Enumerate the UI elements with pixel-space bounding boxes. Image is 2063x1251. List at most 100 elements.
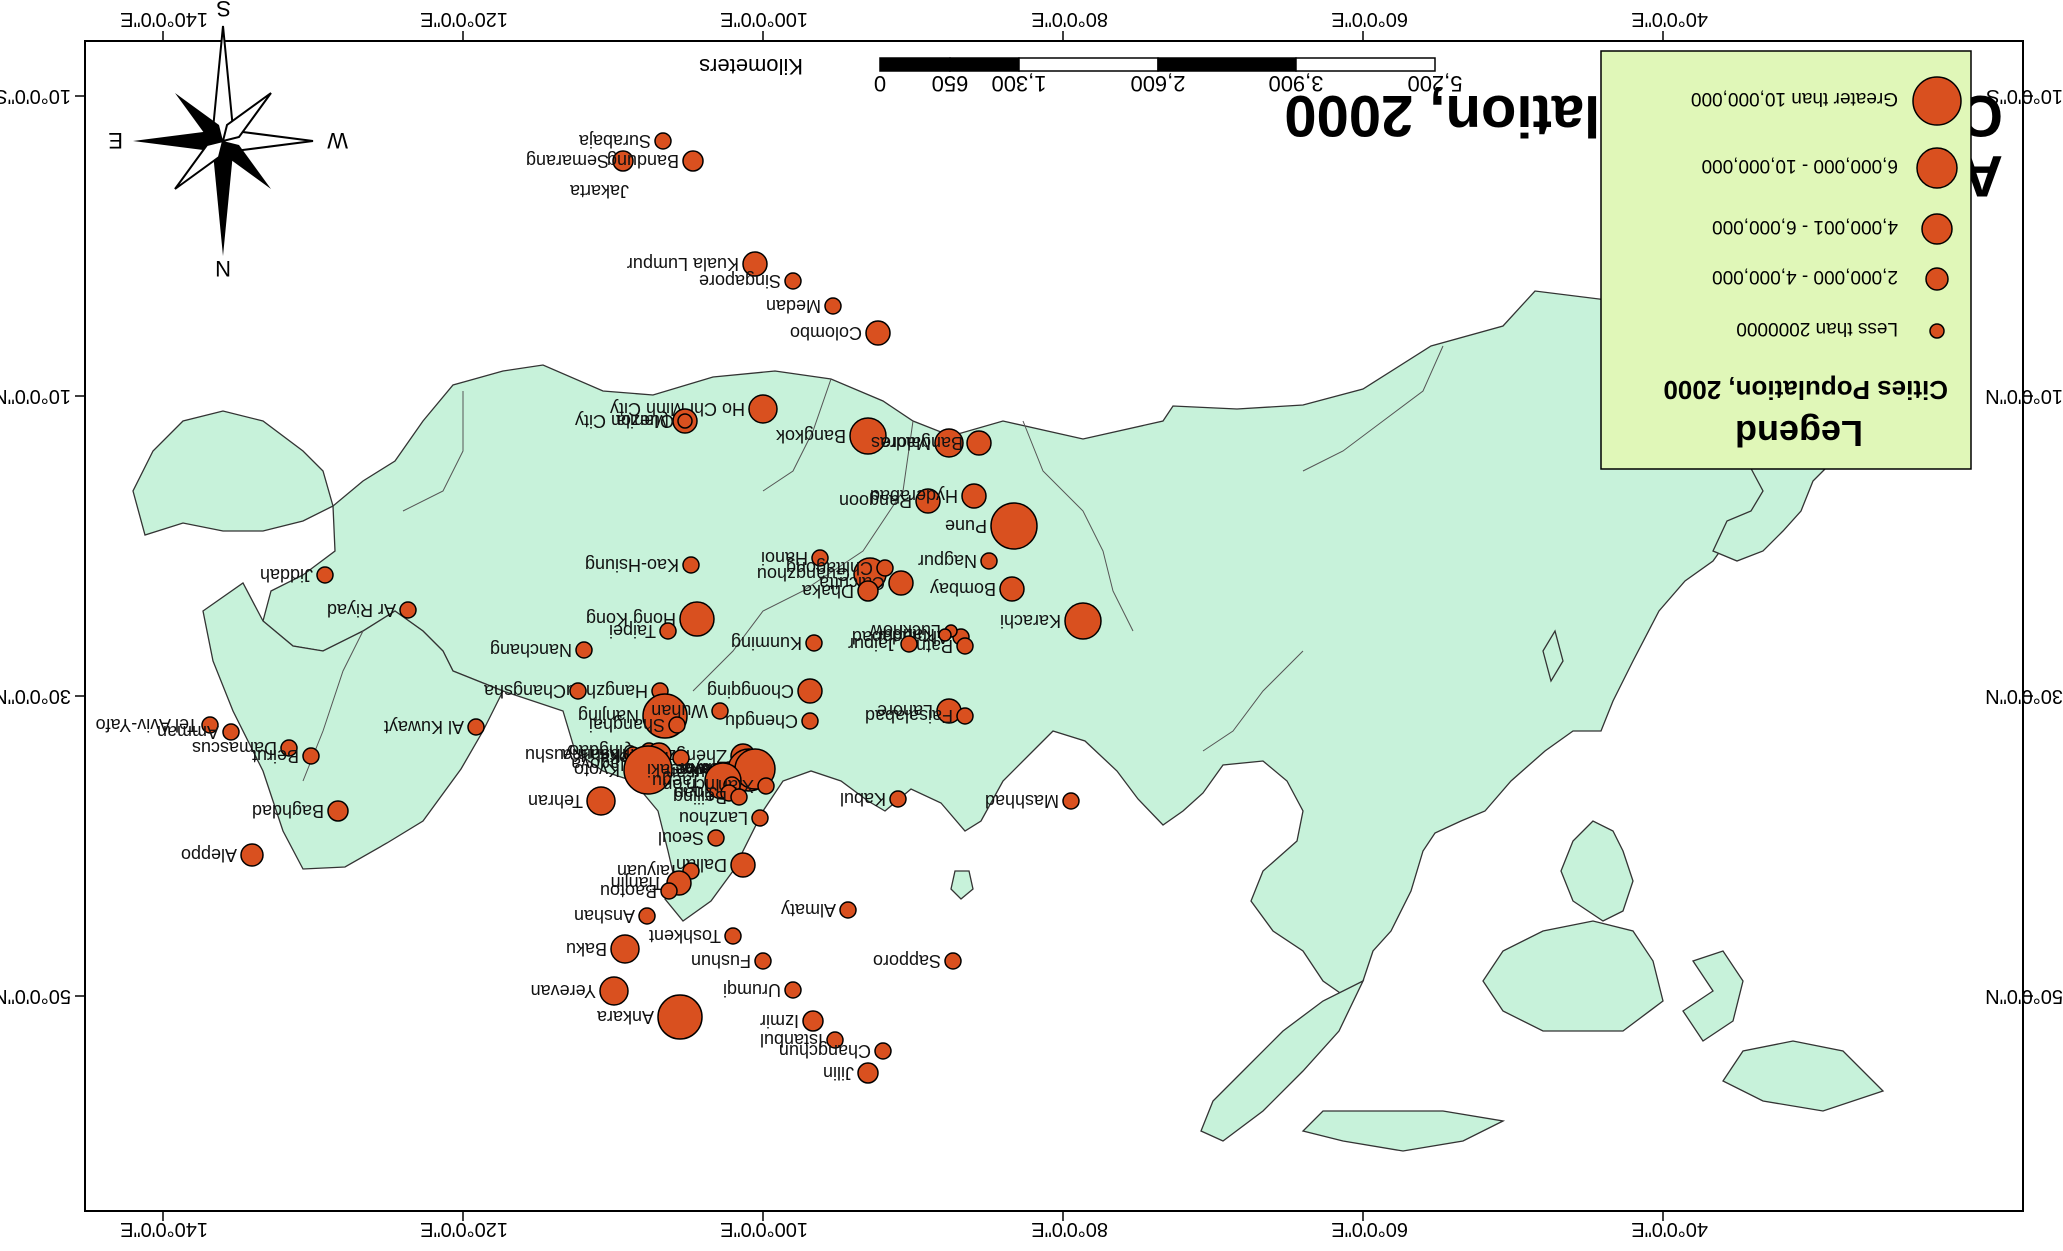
city-marker [638, 907, 656, 925]
longitude-label: 80°0'0"E [1031, 1218, 1108, 1240]
city-marker [742, 251, 768, 277]
city-marker [839, 901, 857, 919]
scale-bar-segment [1157, 57, 1297, 72]
city-label: Hyderabad [870, 486, 958, 506]
compass-south-label: S [216, 0, 231, 21]
city-label: Anshan [574, 906, 635, 926]
city-marker [682, 556, 700, 574]
longitude-label: 60°0'0"E [1331, 1218, 1408, 1240]
city-marker [1062, 792, 1080, 810]
city-label: Baku [566, 939, 607, 959]
compass-point [133, 131, 223, 151]
city-label: Aleppo [181, 845, 237, 865]
city-marker [865, 320, 891, 346]
city-label: Sapporo [873, 951, 941, 971]
city-marker [657, 994, 703, 1040]
land-new-guinea [1722, 1040, 1885, 1112]
city-label: Kita Kyushu [525, 745, 621, 765]
legend-subheading: Cities Population, 2000 [1663, 375, 1948, 405]
city-label: Manila [615, 411, 669, 431]
scale-bar-segment [879, 57, 951, 72]
city-marker [730, 788, 748, 806]
longitude-label: 120°0'0"E [420, 1218, 508, 1240]
compass-east-label: E [108, 128, 123, 153]
city-label: Baotou [600, 881, 657, 901]
city-marker [748, 394, 778, 424]
city-label: Medan [766, 296, 821, 316]
city-label: Jaipur [848, 634, 897, 654]
land-sulawesi [1682, 950, 1744, 1042]
land-philippines [1560, 820, 1634, 922]
city-marker [467, 718, 485, 736]
city-marker [316, 566, 334, 584]
city-label: Guangzhou [757, 564, 850, 584]
city-label: Bombay [930, 579, 996, 599]
city-label: Qingdao [569, 741, 637, 761]
scale-bar-tick-label: 3,900 [1268, 71, 1323, 96]
city-label: Kao-Hsiung [585, 555, 679, 575]
compass-point [213, 141, 233, 256]
city-label: Ankara [596, 1007, 654, 1027]
latitude-label: 10°0'0"N [1985, 385, 2063, 407]
scale-bar-tick-label: 5,200 [1407, 71, 1462, 96]
graticule: 140°0'0"E 140°0'0"E 120°0'0"E 120°0'0"E 100°… [0, 8, 2063, 1240]
city-marker [201, 716, 219, 734]
city-label: Colombo [790, 323, 862, 343]
land-arabia [202, 582, 504, 870]
legend: Legend Cities Population, 2000 Greater t… [1600, 50, 1972, 470]
city-label: Pusan [666, 763, 717, 783]
longitude-label: 40°0'0"E [1631, 1218, 1708, 1240]
legend-symbol [1921, 213, 1953, 245]
compass-point [175, 93, 223, 141]
city-label: Fushun [691, 951, 751, 971]
city-marker [302, 747, 320, 765]
city-marker [659, 622, 677, 640]
city-marker [240, 843, 264, 867]
city-marker [599, 976, 629, 1006]
border-line [1202, 650, 1304, 752]
longitude-label: 60°0'0"E [1331, 8, 1408, 30]
city-label: Taegu [652, 771, 701, 791]
city-marker [934, 428, 964, 458]
city-label: Jakarta [569, 181, 629, 201]
city-label: Almaty [781, 900, 836, 920]
city-marker [757, 777, 775, 795]
city-label: Yerevan [531, 981, 596, 1001]
city-marker [801, 712, 819, 730]
city-label: Baghdad [252, 801, 324, 821]
city-label: Nanchang [490, 640, 572, 660]
city-marker [944, 952, 962, 970]
city-marker [805, 634, 823, 652]
city-marker [784, 981, 802, 999]
city-marker [399, 601, 417, 619]
legend-symbol [1929, 323, 1945, 339]
latitude-label: 10°0'0"S [0, 85, 71, 107]
land-turkey [132, 410, 334, 536]
scale-bar-tick-label: 1,300 [991, 71, 1046, 96]
city-label: Kanpur [877, 625, 935, 645]
city-label: Kunming [731, 633, 802, 653]
city-label: Beirut [252, 746, 299, 766]
city-label: Bangkok [775, 426, 846, 446]
city-label: Al Kuwayt [384, 717, 464, 737]
legend-item-label: Less than 2000000 [1736, 318, 1898, 339]
legend-symbol [1916, 147, 1958, 189]
city-label: Quezon City [575, 411, 674, 431]
city-marker [999, 576, 1025, 602]
scale-bar-tick-label: 2,600 [1130, 71, 1185, 96]
city-label: Jiddah [260, 565, 313, 585]
longitude-label: 140°0'0"E [120, 8, 208, 30]
city-marker [660, 882, 678, 900]
latitude-label: 10°0'0"N [0, 385, 71, 407]
city-label: Bandung [607, 151, 679, 171]
city-marker [797, 678, 823, 704]
latitude-label: 30°0'0"N [1985, 685, 2063, 707]
city-label: Chengdu [725, 711, 798, 731]
city-label: Hanoi [761, 548, 808, 568]
city-label: Kawasaki [647, 760, 724, 780]
land-java [1301, 1110, 1506, 1152]
city-label: Wuhan [651, 701, 708, 721]
city-label: Kyoto [574, 760, 620, 780]
city-label: Amman [157, 722, 219, 742]
